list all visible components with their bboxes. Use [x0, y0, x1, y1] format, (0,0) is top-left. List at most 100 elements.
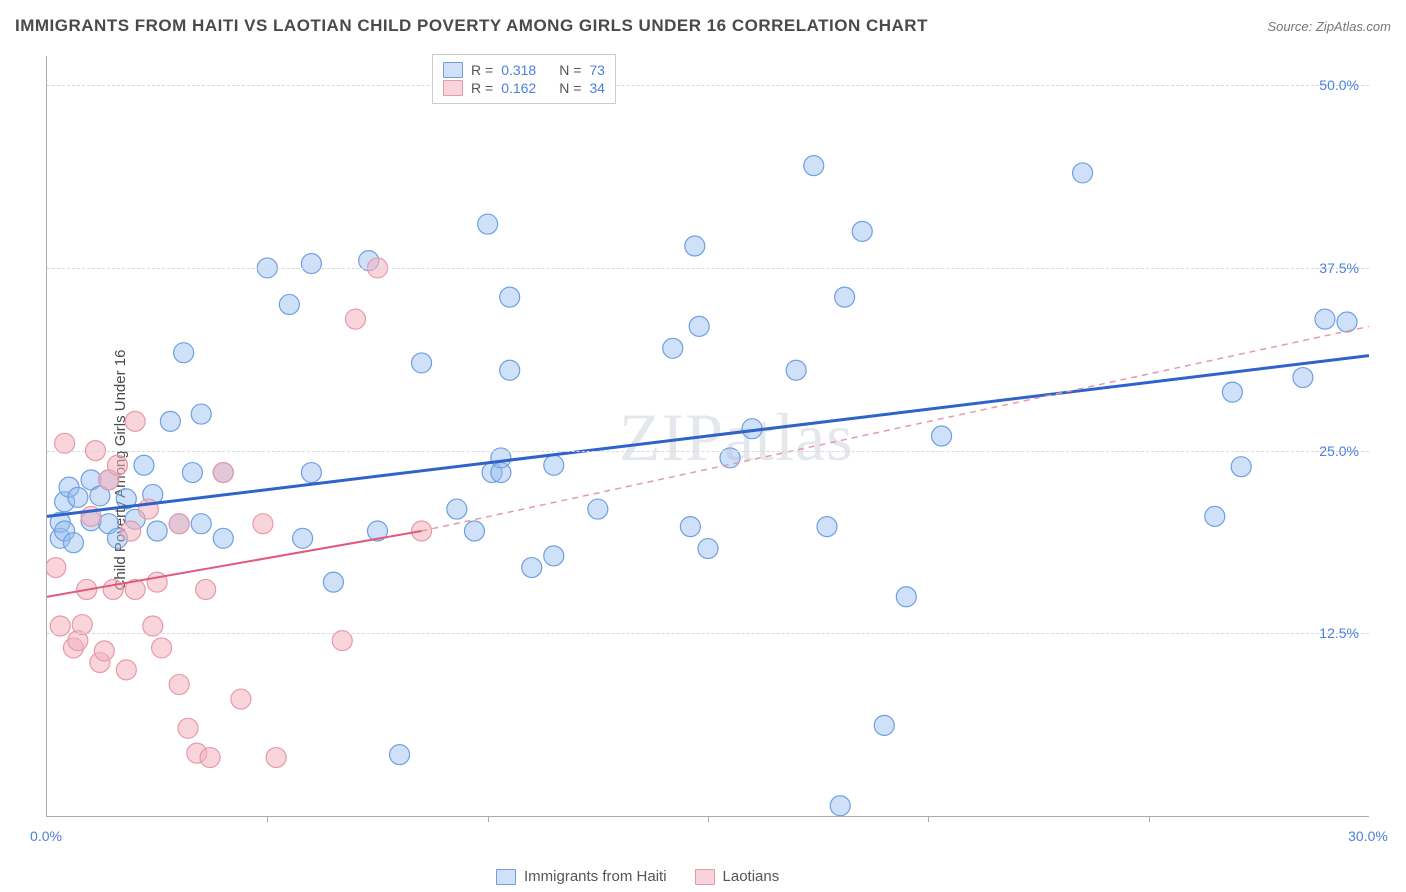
- x-tick-mark: [708, 816, 709, 822]
- scatter-point: [72, 615, 92, 635]
- series-legend-item: Laotians: [695, 868, 780, 885]
- scatter-point: [213, 463, 233, 483]
- gridline-h: [47, 85, 1369, 86]
- correlation-legend-row: R =0.162N =34: [443, 79, 605, 97]
- scatter-point: [116, 660, 136, 680]
- scatter-point: [1073, 163, 1093, 183]
- scatter-point: [121, 521, 141, 541]
- scatter-point: [99, 470, 119, 490]
- x-tick-label: 0.0%: [30, 828, 62, 844]
- scatter-point: [698, 539, 718, 559]
- y-tick-label: 12.5%: [1319, 625, 1359, 641]
- scatter-point: [447, 499, 467, 519]
- scatter-point: [478, 214, 498, 234]
- scatter-point: [63, 638, 83, 658]
- scatter-point: [178, 718, 198, 738]
- scatter-point: [187, 743, 207, 763]
- scatter-point: [345, 309, 365, 329]
- scatter-point: [874, 715, 894, 735]
- scatter-point: [817, 517, 837, 537]
- x-tick-label: 30.0%: [1348, 828, 1388, 844]
- scatter-point: [125, 411, 145, 431]
- chart-title: IMMIGRANTS FROM HAITI VS LAOTIAN CHILD P…: [15, 16, 928, 36]
- y-tick-label: 25.0%: [1319, 443, 1359, 459]
- scatter-point: [522, 558, 542, 578]
- scatter-point: [59, 477, 79, 497]
- scatter-point: [1231, 457, 1251, 477]
- x-tick-mark: [1149, 816, 1150, 822]
- scatter-point: [182, 463, 202, 483]
- scatter-point: [852, 221, 872, 241]
- scatter-point: [1222, 382, 1242, 402]
- scatter-point: [125, 579, 145, 599]
- source-attribution: Source: ZipAtlas.com: [1267, 19, 1391, 34]
- scatter-point: [301, 254, 321, 274]
- scatter-point: [50, 512, 70, 532]
- scatter-point: [835, 287, 855, 307]
- correlation-legend-row: R =0.318N =73: [443, 61, 605, 79]
- scatter-point: [1293, 368, 1313, 388]
- scatter-point: [1337, 312, 1357, 332]
- x-tick-mark: [488, 816, 489, 822]
- trend-line-extension: [422, 326, 1369, 531]
- scatter-point: [169, 674, 189, 694]
- scatter-point: [103, 579, 123, 599]
- scatter-point: [932, 426, 952, 446]
- scatter-point: [99, 514, 119, 534]
- scatter-point: [279, 294, 299, 314]
- scatter-point: [191, 404, 211, 424]
- legend-swatch: [496, 869, 516, 885]
- scatter-point: [94, 641, 114, 661]
- scatter-point: [90, 653, 110, 673]
- gridline-h: [47, 633, 1369, 634]
- y-tick-label: 50.0%: [1319, 77, 1359, 93]
- scatter-point: [125, 509, 145, 529]
- legend-n-value: 34: [589, 80, 605, 96]
- scatter-point: [116, 489, 136, 509]
- scatter-point: [588, 499, 608, 519]
- legend-swatch: [443, 62, 463, 78]
- source-name: ZipAtlas.com: [1316, 19, 1391, 34]
- legend-r-value: 0.318: [501, 62, 551, 78]
- scatter-point: [1205, 506, 1225, 526]
- chart-container: Child Poverty Among Girls Under 16 ZIPat…: [0, 48, 1406, 892]
- scatter-point: [390, 745, 410, 765]
- scatter-point: [830, 796, 850, 816]
- scatter-point: [55, 492, 75, 512]
- legend-r-label: R =: [471, 80, 493, 96]
- plot-area: ZIPatlas 12.5%25.0%37.5%50.0%: [46, 56, 1369, 817]
- scatter-point: [500, 360, 520, 380]
- scatter-point: [77, 579, 97, 599]
- scatter-point: [50, 528, 70, 548]
- scatter-point: [500, 287, 520, 307]
- legend-n-label: N =: [559, 80, 581, 96]
- scatter-point: [323, 572, 343, 592]
- scatter-point: [293, 528, 313, 548]
- scatter-point: [81, 506, 101, 526]
- scatter-point: [412, 521, 432, 541]
- scatter-point: [231, 689, 251, 709]
- watermark: ZIPatlas: [619, 398, 854, 477]
- scatter-point: [482, 463, 502, 483]
- gridline-h: [47, 268, 1369, 269]
- trend-line: [47, 356, 1369, 517]
- legend-n-value: 73: [589, 62, 605, 78]
- scatter-point: [134, 455, 154, 475]
- scatter-point: [464, 521, 484, 541]
- x-tick-mark: [267, 816, 268, 822]
- scatter-point: [742, 419, 762, 439]
- series-legend-item: Immigrants from Haiti: [496, 868, 667, 885]
- scatter-point: [1315, 309, 1335, 329]
- scatter-point: [138, 499, 158, 519]
- legend-swatch: [443, 80, 463, 96]
- scatter-point: [689, 316, 709, 336]
- series-legend-label: Immigrants from Haiti: [524, 868, 667, 885]
- series-legend-label: Laotians: [723, 868, 780, 885]
- scatter-point: [143, 484, 163, 504]
- scatter-point: [301, 463, 321, 483]
- source-prefix: Source:: [1267, 19, 1315, 34]
- scatter-point: [147, 521, 167, 541]
- scatter-point: [147, 572, 167, 592]
- scatter-point: [81, 470, 101, 490]
- legend-r-label: R =: [471, 62, 493, 78]
